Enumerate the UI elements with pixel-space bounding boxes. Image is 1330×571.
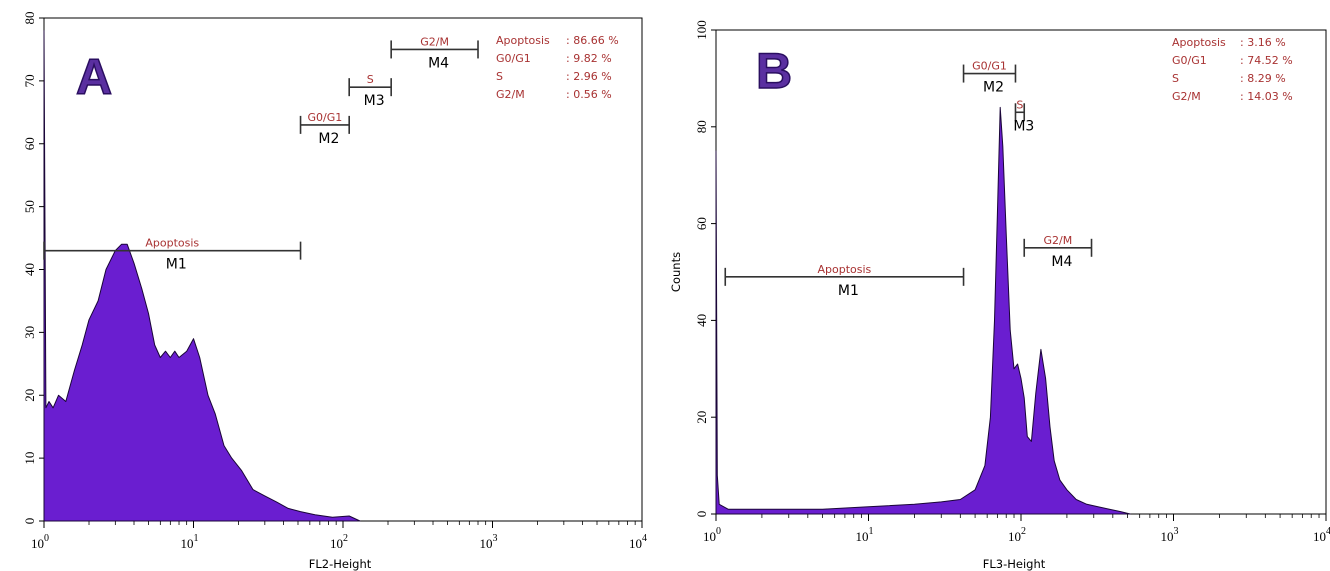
stat-label: Apoptosis <box>496 34 550 47</box>
x-tick-label: 104 <box>629 533 647 551</box>
panel-a-xlabel: FL2-Height <box>309 557 372 571</box>
x-tick-label: 104 <box>1313 526 1330 544</box>
gate-marker: M4 <box>428 55 449 71</box>
x-tick-label: 103 <box>480 533 498 551</box>
panel-b-stats: Apoptosis : 3.16 % G0/G1 : 74.52 % S : 8.29 %… <box>1172 36 1293 103</box>
y-tick-label: 20 <box>22 389 37 402</box>
gate-name: G2/M <box>1044 234 1073 247</box>
x-tick-label: 102 <box>1008 526 1026 544</box>
gate-name: S <box>367 73 374 86</box>
y-tick-label: 100 <box>694 20 709 40</box>
y-tick-label: 40 <box>694 314 709 327</box>
gate-name: G2/M <box>420 35 449 48</box>
x-tick-label: 101 <box>181 533 199 551</box>
y-tick-label: 50 <box>22 200 37 213</box>
stat-label: Apoptosis <box>1172 36 1226 49</box>
stat-label: G0/G1 <box>496 52 531 65</box>
gate-marker: M4 <box>1051 254 1072 270</box>
gate-marker: M1 <box>166 257 187 273</box>
gate-marker: M3 <box>364 93 385 109</box>
panel-b-histogram <box>715 106 1131 515</box>
gate-name: Apoptosis <box>818 263 872 276</box>
y-tick-label: 60 <box>694 217 709 230</box>
gate-name: G0/G1 <box>307 111 342 124</box>
histogram-area <box>715 106 1131 515</box>
panel-a-gates: Apoptosis M1 G0/G1 M2 S M3 G2/M M4 <box>43 35 479 273</box>
x-tick-label: 101 <box>856 526 874 544</box>
panel-a-letter: A <box>76 49 112 105</box>
stat-value: : 3.16 % <box>1240 36 1286 49</box>
gate-name: S <box>1016 98 1023 111</box>
y-tick-label: 20 <box>694 411 709 424</box>
y-tick-label: 0 <box>22 518 37 525</box>
x-tick-label: 102 <box>330 533 348 551</box>
stat-value: : 9.82 % <box>566 52 612 65</box>
gate-name: Apoptosis <box>145 237 199 250</box>
panel-a-stats: Apoptosis : 86.66 % G0/G1 : 9.82 % S : 2.96 %… <box>496 34 619 101</box>
x-tick-label: 103 <box>1161 526 1179 544</box>
stat-value: : 8.29 % <box>1240 72 1286 85</box>
histogram-area <box>43 30 361 522</box>
gate-marker: M2 <box>318 131 339 147</box>
stat-label: G0/G1 <box>1172 54 1207 67</box>
y-tick-label: 40 <box>22 263 37 276</box>
gate-marker: M1 <box>838 283 859 299</box>
x-tick-label: 100 <box>703 526 721 544</box>
stat-value: : 14.03 % <box>1240 90 1293 103</box>
panel-b-xlabel: FL3-Height <box>983 557 1046 571</box>
y-tick-label: 80 <box>694 120 709 133</box>
y-tick-label: 80 <box>22 12 37 25</box>
panel-b: 0 20 40 60 80 100 100 101 102 103 104 Apoptosis M1 G… <box>669 20 1330 571</box>
y-tick-label: 60 <box>22 137 37 150</box>
gate-marker: M3 <box>1013 118 1034 134</box>
panel-b-ylabel: Counts <box>669 252 683 292</box>
stat-value: : 86.66 % <box>566 34 619 47</box>
stat-value: : 2.96 % <box>566 70 612 83</box>
gate-marker: M2 <box>983 80 1004 96</box>
y-tick-label: 0 <box>694 511 709 518</box>
y-tick-label: 30 <box>22 326 37 339</box>
panel-a-histogram <box>43 30 361 522</box>
x-tick-label: 100 <box>31 533 49 551</box>
y-tick-label: 10 <box>22 452 37 465</box>
stat-label: S <box>1172 72 1179 85</box>
stat-label: S <box>496 70 503 83</box>
panel-a-axes: 0 10 20 30 40 50 60 70 80 100 101 102 103 104 <box>22 12 647 552</box>
panel-b-letter: B <box>756 43 792 99</box>
y-tick-label: 70 <box>22 74 37 87</box>
panel-a: 0 10 20 30 40 50 60 70 80 100 101 102 103 104 Apoptos… <box>22 12 647 571</box>
gate-name: G0/G1 <box>972 60 1007 73</box>
stat-value: : 0.56 % <box>566 88 612 101</box>
stat-label: G2/M <box>496 88 525 101</box>
panel-b-gates: Apoptosis M1 G0/G1 M2 S M3 G2/M M4 <box>724 60 1093 299</box>
panel-b-axes: 0 20 40 60 80 100 100 101 102 103 104 <box>694 20 1330 544</box>
stat-label: G2/M <box>1172 90 1201 103</box>
stat-value: : 74.52 % <box>1240 54 1293 67</box>
